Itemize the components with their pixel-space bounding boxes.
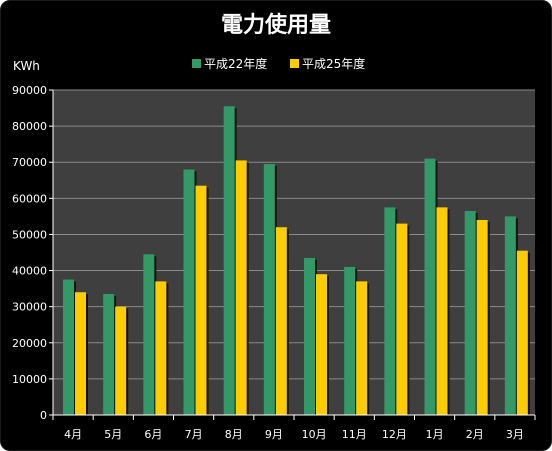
- y-tick-label: 90000: [12, 84, 47, 97]
- legend-label: 平成22年度: [204, 56, 267, 71]
- bar-series2: [235, 160, 247, 415]
- bar-series2: [436, 207, 448, 415]
- bar-series1: [223, 106, 235, 415]
- x-tick-label: 7月: [185, 428, 203, 441]
- y-tick-label: 60000: [12, 192, 47, 205]
- axes: [49, 89, 536, 420]
- bar-series1: [183, 169, 195, 415]
- y-tick-labels: 0 10000 20000 30000 40000 50000 60000 70000 8000…: [12, 84, 47, 422]
- x-tick-label: 8月: [225, 428, 243, 441]
- bar-series2: [396, 223, 408, 415]
- x-tick-label: 12月: [382, 428, 407, 441]
- x-tick-label: 2月: [466, 428, 484, 441]
- x-tick-label: 9月: [265, 428, 283, 441]
- y-tick-label: 80000: [12, 120, 47, 133]
- bar-series2: [356, 281, 368, 415]
- bar-series2: [516, 250, 528, 415]
- legend-swatch: [192, 59, 201, 68]
- x-tick-label: 10月: [302, 428, 327, 441]
- bars: [63, 106, 530, 415]
- x-tick-label: 4月: [64, 428, 82, 441]
- bar-series1: [304, 257, 315, 415]
- bar-series1: [143, 254, 155, 415]
- bar-series1: [344, 266, 356, 415]
- gridlines: [53, 89, 535, 380]
- y-tick-label: 20000: [12, 337, 47, 350]
- bar-series1: [263, 164, 275, 415]
- y-tick-label: 30000: [12, 301, 47, 314]
- y-axis-unit: KWh: [13, 59, 40, 73]
- bar-series2: [275, 227, 287, 415]
- x-tick-labels: 4月 5月 6月 7月 8月 9月 10月 11月 12月 1月 2月 3月: [64, 428, 524, 441]
- bar-series1: [384, 207, 396, 415]
- bar-series2: [316, 274, 327, 415]
- bar-series1: [103, 294, 115, 415]
- bar-series2: [476, 220, 488, 415]
- y-tick-label: 40000: [12, 265, 47, 278]
- legend-label: 平成25年度: [302, 56, 365, 71]
- legend-swatch: [290, 59, 299, 68]
- bar-series1: [424, 158, 436, 415]
- bar-series1: [464, 210, 476, 415]
- bar-series2: [155, 281, 167, 415]
- bar-series2: [195, 185, 207, 415]
- y-tick-label: 70000: [12, 156, 47, 169]
- bar-series1: [504, 216, 516, 415]
- chart-title: 電力使用量: [221, 13, 331, 38]
- x-tick-label: 11月: [342, 428, 367, 441]
- bar-series1: [63, 279, 74, 415]
- x-tick-label: 1月: [426, 428, 444, 441]
- plot-area: [53, 90, 535, 415]
- y-tick-label: 10000: [12, 373, 47, 386]
- x-tick-label: 5月: [104, 428, 122, 441]
- y-tick-label: 50000: [12, 228, 47, 241]
- x-tick-label: 3月: [506, 428, 524, 441]
- bar-series2: [75, 292, 86, 415]
- legend: 平成22年度 平成25年度: [192, 56, 365, 71]
- x-tick-label: 6月: [144, 428, 162, 441]
- y-tick-label: 0: [40, 409, 47, 422]
- bar-series2: [115, 306, 127, 415]
